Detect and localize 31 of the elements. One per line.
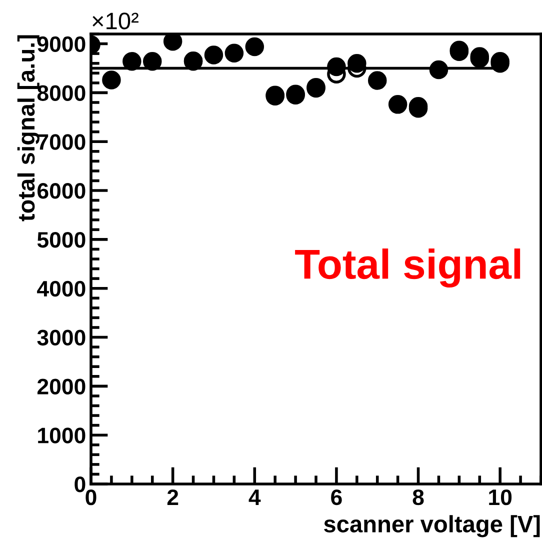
point	[102, 70, 121, 90]
y-tick-label: 2000	[37, 378, 86, 394]
annotation: Total signal	[295, 248, 520, 288]
point	[224, 44, 244, 62]
x-tick-label: 4	[248, 490, 261, 505]
y-tick-label: 9000	[37, 36, 86, 52]
point	[327, 57, 346, 76]
point	[388, 95, 408, 114]
y-tick-label: 3000	[37, 330, 86, 346]
x-tick-label: 2	[167, 489, 178, 505]
text: ×10²	[92, 12, 138, 30]
y-tick-label: 0	[74, 476, 86, 492]
point	[163, 34, 182, 51]
point	[368, 71, 387, 90]
y-tick-label: 4000	[37, 280, 86, 297]
x-tick-label: 8	[412, 489, 424, 506]
point	[348, 54, 366, 73]
point	[204, 46, 224, 64]
x-tick-label: 6	[331, 489, 342, 506]
point	[245, 37, 264, 56]
point	[429, 60, 448, 80]
y-tick-label: 8000	[37, 85, 86, 101]
x-tick-label: 0	[86, 489, 96, 506]
x-axis-title: scanner voltage [V]	[324, 515, 540, 538]
point	[122, 52, 142, 71]
point	[142, 52, 162, 71]
y-tick-label: 6000	[38, 183, 86, 199]
y-tick-label: 7000	[38, 134, 86, 150]
y-tick-label: 5000	[37, 232, 86, 248]
x-tick-label: 10	[489, 489, 512, 506]
y-tick-label: 1000	[38, 428, 86, 444]
